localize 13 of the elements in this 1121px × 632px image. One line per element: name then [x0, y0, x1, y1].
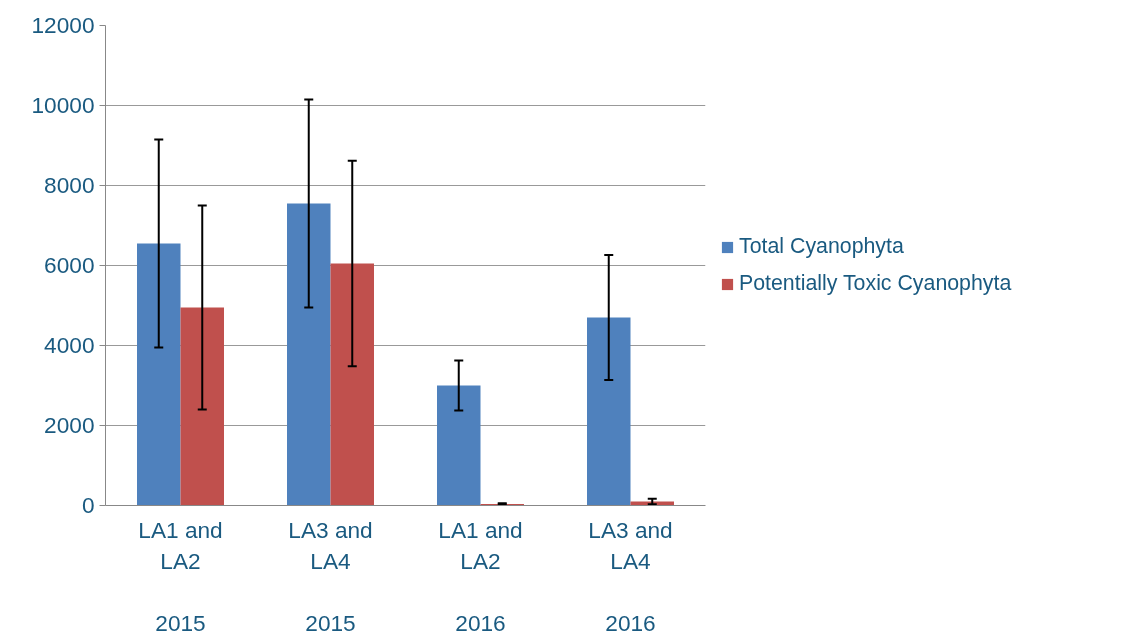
y-tick-label: 6000: [44, 252, 95, 278]
y-tick-label: 10000: [31, 92, 95, 118]
legend-label: Potentially Toxic Cyanophyta: [739, 271, 1012, 296]
y-tick-label: 0: [81, 492, 95, 518]
category-label: LA1 and LA2 2015: [138, 516, 223, 632]
y-tick-label: 2000: [44, 412, 95, 438]
category-label: LA3 and LA4 2016: [588, 516, 673, 632]
category-label: LA3 and LA4 2015: [288, 516, 373, 632]
category-label: LA1 and LA2 2016: [438, 516, 523, 632]
legend-label: Total Cyanophyta: [739, 234, 904, 259]
y-tick-label: 12000: [31, 12, 95, 38]
y-tick-label: 8000: [44, 172, 95, 198]
y-tick-label: 4000: [44, 332, 95, 358]
